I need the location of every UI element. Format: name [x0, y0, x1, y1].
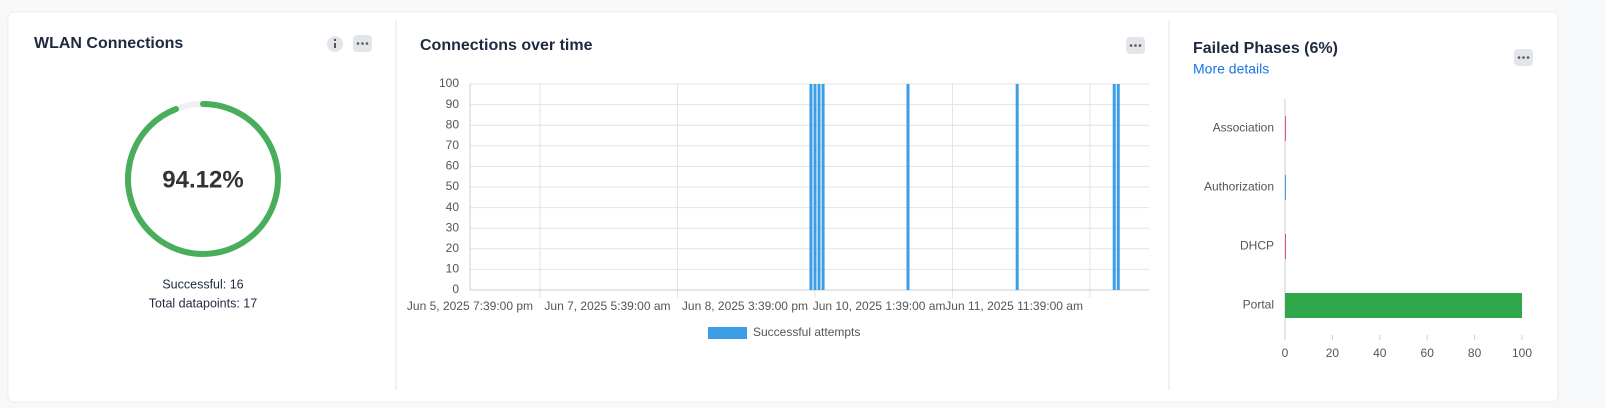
x-tick-label: Jun 5, 2025 7:39:00 pm [407, 299, 533, 313]
bar [1285, 234, 1286, 259]
gauge-arc [125, 101, 281, 257]
y-tick-label: 10 [446, 262, 460, 276]
x-tick-label: 60 [1421, 346, 1435, 360]
y-tick-label: 60 [446, 159, 460, 173]
bar [813, 84, 817, 290]
bar [821, 84, 825, 290]
x-tick-label: 0 [1282, 346, 1289, 360]
info-button[interactable] [327, 36, 343, 52]
x-tick-label: 40 [1373, 346, 1387, 360]
legend-label: Successful attempts [753, 325, 860, 339]
x-tick-label: 20 [1326, 346, 1340, 360]
gauge-note: Total datapoints: 17 [149, 296, 257, 310]
x-tick-label: Jun 8, 2025 3:39:00 pm [682, 299, 808, 313]
legend-swatch [708, 327, 747, 339]
bar [1285, 116, 1286, 141]
gauge-note: Successful: 16 [162, 277, 243, 291]
bar [906, 84, 910, 290]
menu-button[interactable] [1126, 37, 1145, 54]
x-tick-label: 80 [1468, 346, 1482, 360]
bar [1112, 84, 1116, 290]
panel-title: WLAN Connections [34, 35, 183, 52]
panel-title: Failed Phases (6%) [1193, 40, 1338, 57]
menu-button[interactable] [353, 35, 372, 52]
y-tick-label: 40 [446, 200, 460, 214]
x-tick-label: Jun 10, 2025 1:39:00 am [813, 299, 946, 313]
y-tick-label: 100 [439, 76, 459, 90]
bar [1116, 84, 1120, 290]
bar [809, 84, 813, 290]
y-tick-label: 20 [446, 241, 460, 255]
y-tick-label: 90 [446, 97, 460, 111]
y-tick-label: 0 [452, 282, 459, 296]
panel-title: Connections over time [420, 37, 593, 54]
y-tick-label: 30 [446, 220, 460, 234]
menu-button[interactable] [1514, 49, 1533, 66]
y-tick-label: Authorization [1204, 180, 1274, 194]
bar [1015, 84, 1019, 290]
x-tick-label: Jun 7, 2025 5:39:00 am [544, 299, 670, 313]
x-tick-label: Jun 11, 2025 11:39:00 am [945, 299, 1083, 313]
bar [1285, 175, 1286, 200]
y-tick-label: DHCP [1240, 239, 1274, 253]
x-tick-label: 100 [1512, 346, 1532, 360]
y-tick-label: 50 [446, 179, 460, 193]
y-tick-label: 80 [446, 117, 460, 131]
bar [1285, 293, 1522, 318]
y-tick-label: 70 [446, 138, 460, 152]
details-link[interactable]: More details [1193, 61, 1269, 77]
card [7, 11, 1559, 403]
y-tick-label: Portal [1243, 298, 1274, 312]
bar [817, 84, 821, 290]
gauge-label: 94.12% [162, 166, 243, 193]
y-tick-label: Association [1213, 121, 1274, 135]
